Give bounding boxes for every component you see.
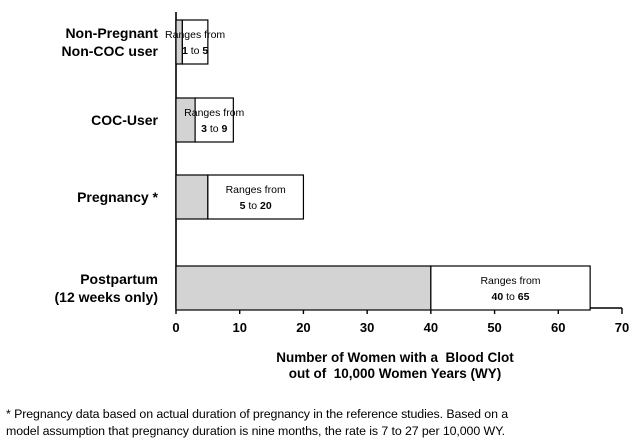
bar-group: Pregnancy * Ranges from 5 to 20 [77,174,305,220]
category-label: Non-COC user [62,43,159,59]
range-high-value: 65 [518,291,530,303]
range-to-word: to [503,291,518,303]
range-to-word: to [188,45,203,57]
bar-low-segment [175,19,183,65]
bar-group: Postpartum (12 weeks only) Ranges from 40 t… [55,265,591,311]
category-label: Postpartum [80,271,158,287]
blood-clot-chart: 0 10 20 30 40 50 60 70 Number of Women with a Bl… [55,12,629,381]
x-tick-label: 30 [360,320,374,335]
bar-group: Non-Pregnant Non-COC user Ranges from 1 to … [62,19,225,65]
range-high-value: 5 [202,45,208,57]
footnote-line-2: model assumption that pregnancy duration… [6,424,505,438]
x-tick-label: 60 [551,320,565,335]
bar-low-segment [175,265,432,311]
footnote-line-1: * Pregnancy data based on actual duratio… [6,407,509,421]
category-label: COC-User [91,112,158,128]
bar-range-segment [181,19,209,65]
range-values-label: 40 to 65 [492,291,530,303]
bar-range-segment [194,97,234,143]
range-values-label: 5 to 20 [240,200,272,212]
x-tick-label: 40 [424,320,438,335]
range-low-value: 5 [240,200,246,212]
category-label: Non-Pregnant [65,25,158,41]
category-label: Pregnancy * [77,189,158,205]
range-prefix-label: Ranges from [165,29,225,41]
footnote: * Pregnancy data based on actual duratio… [6,406,638,440]
range-low-value: 1 [182,45,188,57]
range-to-word: to [245,200,260,212]
range-prefix-label: Ranges from [480,275,540,287]
range-high-value: 9 [222,123,228,135]
range-values-label: 1 to 5 [182,45,208,57]
range-low-value: 40 [492,291,504,303]
category-label: (12 weeks only) [55,289,159,305]
bar-range-segment [430,265,591,311]
bar-range-segment [207,174,305,220]
range-prefix-label: Ranges from [184,107,244,119]
range-to-word: to [207,123,222,135]
x-axis-title-line: out of 10,000 Women Years (WY) [289,366,502,381]
x-tick-label: 70 [615,320,629,335]
x-tick-label: 50 [487,320,501,335]
x-tick-label: 0 [172,320,179,335]
range-low-value: 3 [201,123,207,135]
x-tick-label: 20 [296,320,310,335]
range-prefix-label: Ranges from [226,184,286,196]
range-high-value: 20 [260,200,272,212]
bar-low-segment [175,174,209,220]
bar-group: COC-User Ranges from 3 to 9 [91,97,245,143]
bar-low-segment [175,97,196,143]
range-values-label: 3 to 9 [201,123,227,135]
x-axis-title-line: Number of Women with a Blood Clot [276,350,514,365]
x-tick-label: 10 [232,320,246,335]
